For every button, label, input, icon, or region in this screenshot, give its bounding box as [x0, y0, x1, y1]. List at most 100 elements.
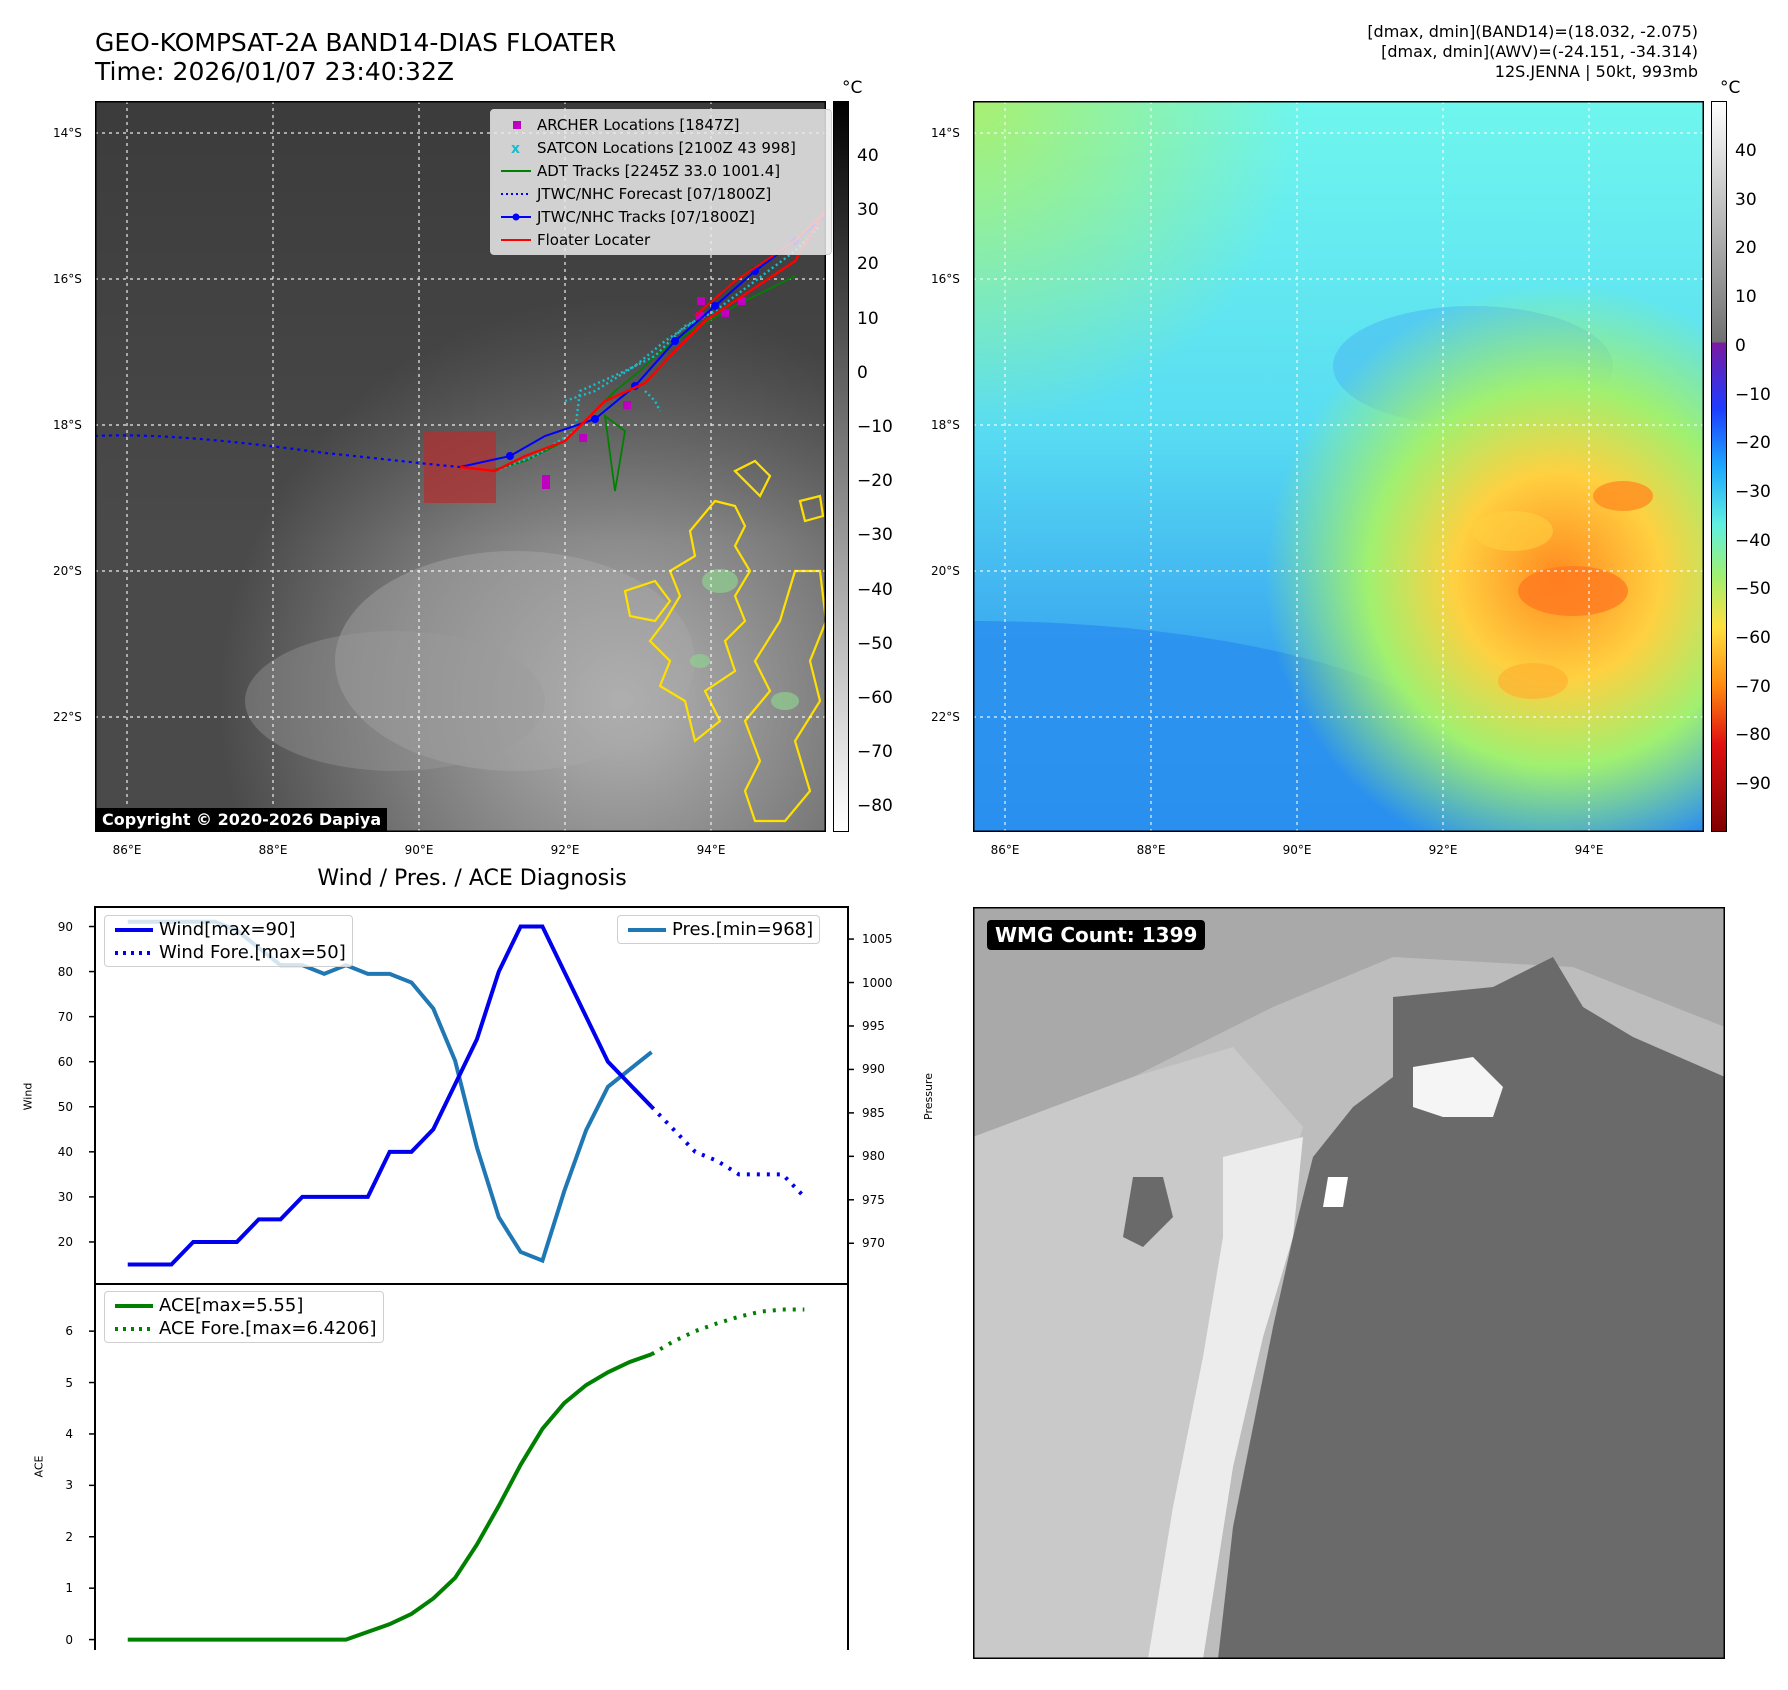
- colorbar-tick-label: 20: [857, 254, 879, 275]
- legend-pressure: Pres.[min=968]: [628, 919, 814, 940]
- wv-colorbar-unit: °C: [1720, 78, 1741, 98]
- figure-title: GEO-KOMPSAT-2A BAND14-DIAS FLOATER: [95, 28, 617, 57]
- colorbar-tick-label: −40: [857, 579, 893, 600]
- pressure-tick-label: 1005: [862, 932, 893, 947]
- colorbar-tick-label: −60: [1735, 628, 1771, 648]
- wind-forecast-line: [650, 1105, 806, 1199]
- lat-tick-label: 18°S: [931, 418, 960, 432]
- ace-tick-label: 1: [65, 1581, 73, 1596]
- diag-chart: [89, 906, 854, 1650]
- lon-tick-label: 86°E: [990, 843, 1020, 857]
- colorbar-tick-label: −20: [857, 471, 893, 492]
- colorbar-tick-label: −80: [1735, 725, 1771, 746]
- wmg-count-badge: WMG Count: 1399: [987, 920, 1206, 950]
- legend-jtwc-forecast: JTWC/NHC Forecast [07/1800Z]: [501, 184, 772, 203]
- legend-floater: Floater Locater: [501, 230, 651, 249]
- ace-forecast-line: [650, 1307, 805, 1356]
- colorbar-tick-label: 20: [1735, 238, 1757, 259]
- colorbar-tick-label: −80: [857, 796, 893, 817]
- legend-wind-fore: Wind Fore.[max=50]: [115, 942, 346, 963]
- colorbar-tick-label: 40: [857, 146, 879, 166]
- ace-tick-label: 5: [65, 1375, 73, 1390]
- colorbar-tick-label: −70: [1735, 676, 1771, 697]
- wind-tick-label: 50: [57, 1099, 73, 1114]
- wind-line: [127, 924, 654, 1267]
- ace-tick-label: 3: [65, 1478, 73, 1493]
- colorbar-tick-label: −30: [1735, 481, 1771, 502]
- colorbar-tick-label: −50: [857, 633, 893, 654]
- lat-tick-label: 14°S: [53, 126, 82, 140]
- lon-tick-label: 90°E: [1282, 843, 1312, 857]
- lat-tick-label: 20°S: [931, 564, 960, 578]
- lon-tick-label: 92°E: [550, 843, 580, 857]
- pressure-tick-label: 970: [862, 1236, 885, 1251]
- ace-tick-label: 4: [65, 1426, 73, 1441]
- legend-wind: Wind[max=90]: [115, 919, 296, 940]
- lon-tick-label: 92°E: [1428, 843, 1458, 857]
- copyright-label: Copyright © 2020-2026 Dapiya: [96, 808, 388, 831]
- colorbar-tick-label: −40: [1735, 530, 1771, 551]
- lat-tick-label: 16°S: [53, 272, 82, 286]
- ace-tick-label: 0: [65, 1632, 73, 1647]
- legend-adt: ADT Tracks [2245Z 33.0 1001.4]: [501, 161, 781, 180]
- wind-tick-label: 20: [57, 1234, 73, 1249]
- info-awv: [dmax, dmin](AWV)=(-24.151, -34.314): [1381, 42, 1698, 61]
- wind-tick-label: 80: [57, 964, 73, 979]
- colorbar-tick-label: 40: [1735, 141, 1757, 161]
- colorbar-tick-label: −10: [1735, 384, 1771, 405]
- ir-colorbar-unit: °C: [842, 78, 863, 98]
- colorbar-tick-label: 0: [1735, 335, 1746, 356]
- colorbar-tick-label: −70: [857, 742, 893, 763]
- pressure-tick-label: 980: [862, 1149, 885, 1164]
- colorbar-tick-label: −20: [1735, 433, 1771, 454]
- lon-tick-label: 88°E: [258, 843, 288, 857]
- lat-tick-label: 14°S: [931, 126, 960, 140]
- lon-tick-label: 94°E: [696, 843, 726, 857]
- pressure-tick-label: 975: [862, 1192, 885, 1207]
- ace-tick-label: 6: [65, 1324, 73, 1339]
- lon-tick-label: 86°E: [112, 843, 142, 857]
- lat-tick-label: 20°S: [53, 564, 82, 578]
- legend-jtwc-tracks: JTWC/NHC Tracks [07/1800Z]: [497, 205, 825, 228]
- colorbar-tick-label: 10: [1735, 287, 1757, 308]
- ir-colorbar: [833, 101, 849, 832]
- colorbar-tick-label: −50: [1735, 579, 1771, 600]
- colorbar-tick-label: 10: [857, 308, 879, 329]
- pressure-line: [127, 919, 653, 1264]
- pressure-legend: Pres.[min=968]: [617, 915, 821, 944]
- ir-legend: ARCHER Locations [1847Z] x SATCON Locati…: [490, 109, 832, 255]
- pressure-tick-label: 1000: [862, 975, 893, 990]
- svg-text:x: x: [511, 141, 520, 156]
- colorbar-tick-label: −60: [857, 688, 893, 708]
- wv-colorbar: [1711, 101, 1727, 832]
- wv-map: [973, 101, 1704, 832]
- wind-tick-label: 60: [57, 1054, 73, 1069]
- wind-legend: Wind[max=90] Wind Fore.[max=50]: [104, 915, 353, 967]
- figure-time: Time: 2026/01/07 23:40:32Z: [95, 57, 454, 86]
- colorbar-tick-label: −30: [857, 525, 893, 546]
- legend-ace: ACE[max=5.55]: [115, 1295, 304, 1316]
- colorbar-tick-label: 0: [857, 362, 868, 383]
- diag-title: Wind / Pres. / ACE Diagnosis: [317, 866, 627, 891]
- wind-tick-label: 30: [57, 1189, 73, 1204]
- info-storm: 12S.JENNA | 50kt, 993mb: [1494, 62, 1698, 81]
- wind-tick-label: 70: [57, 1009, 73, 1024]
- wind-tick-label: 90: [57, 919, 73, 934]
- legend-archer: ARCHER Locations [1847Z]: [497, 113, 825, 136]
- legend-ace-fore: ACE Fore.[max=6.4206]: [115, 1318, 377, 1339]
- ace-legend: ACE[max=5.55] ACE Fore.[max=6.4206]: [104, 1291, 384, 1343]
- colorbar-tick-label: 30: [1735, 189, 1757, 210]
- ace-tick-label: 2: [65, 1529, 73, 1544]
- legend-satcon: x SATCON Locations [2100Z 43 998]: [511, 138, 796, 157]
- lon-tick-label: 88°E: [1136, 843, 1166, 857]
- colorbar-tick-label: −10: [857, 417, 893, 437]
- lat-tick-label: 16°S: [931, 272, 960, 286]
- wmg-map: [973, 907, 1725, 1659]
- ace-axes-frame: [94, 1283, 849, 1650]
- ace-line: [127, 1352, 653, 1642]
- wind-axis-label: Wind: [21, 1082, 35, 1111]
- pressure-tick-label: 995: [862, 1018, 885, 1033]
- pressure-axis-label: Pressure: [921, 1073, 935, 1120]
- lon-tick-label: 94°E: [1574, 843, 1604, 857]
- colorbar-tick-label: −90: [1735, 774, 1771, 795]
